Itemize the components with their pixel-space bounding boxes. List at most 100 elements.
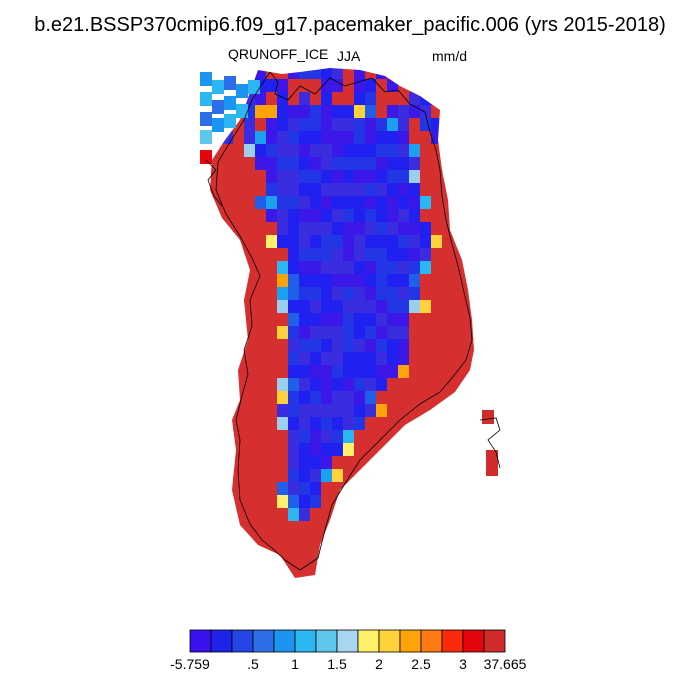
map-cell [277,157,289,171]
map-cell [365,209,377,223]
map-cell [453,339,465,353]
map-cell [266,443,278,457]
map-cell [332,430,344,444]
map-cell [387,235,399,249]
map-cell [376,287,388,301]
map-cell [266,183,278,197]
map-cell [420,300,432,314]
map-cell [288,443,300,457]
map-cell [288,560,300,574]
map-cell [255,378,267,392]
map-cell [244,365,256,379]
map-cell [266,378,278,392]
map-cell [453,378,465,392]
map-cell [387,417,399,431]
map-cell [398,196,410,210]
map-cell [266,495,278,509]
map-cell [222,157,234,171]
map-cell [266,482,278,496]
map-cell [431,274,443,288]
map-cell [310,378,322,392]
map-cell [310,235,322,249]
map-cell [299,274,311,288]
map-cell [255,326,267,340]
map-cell [332,235,344,249]
map-cell [365,430,377,444]
map-cell [431,365,443,379]
map-cell [288,417,300,431]
map-cell [266,131,278,145]
map-cell [222,209,234,223]
map-cell [211,157,223,171]
map-cell [277,417,289,431]
map-cell [354,365,366,379]
map-cell [343,131,355,145]
map-cell [321,378,333,392]
map-cell [409,157,421,171]
map-cell [442,222,454,236]
colorbar-label: 1.5 [327,656,347,672]
map-cell [299,118,311,132]
map-cell [255,443,267,457]
map-cell [387,313,399,327]
map-cell [354,261,366,275]
map-cell [288,300,300,314]
map-cell [442,274,454,288]
map-cell [464,352,474,366]
map-cell [310,417,322,431]
map-cell [321,508,333,522]
map-cell [332,274,344,288]
map-cell [332,248,344,262]
map-cell [376,261,388,275]
map-cell [321,196,333,210]
map-cell [288,326,300,340]
map-cell [200,150,212,164]
map-cell [288,287,300,301]
map-cell [321,391,333,405]
map-cell [310,287,322,301]
map-cell [288,482,300,496]
map-cell [277,495,289,509]
map-cell [332,482,344,496]
map-cell [310,430,322,444]
map-cell [299,144,311,158]
coastline-west [205,159,223,207]
map-cell [376,209,388,223]
map-cell [266,79,278,93]
map-cell [255,261,267,275]
map-cell [354,430,366,444]
map-cell [376,378,388,392]
map-cell [365,118,377,132]
colorbar-box [357,629,380,653]
map-cell [255,534,267,548]
map-cell [387,118,399,132]
map-cell [442,261,454,275]
map-cell [332,105,344,119]
map-cell [266,300,278,314]
map-cell [332,92,344,106]
map-cell [332,196,344,210]
map-cell [332,68,344,80]
map-cell [288,521,300,535]
map-cell [236,84,248,98]
map-cell [332,183,344,197]
map-cell [233,209,245,223]
map-cell [310,352,322,366]
map-cell [387,326,399,340]
map-cell [212,80,224,94]
map-cell [200,72,212,86]
map-cell [233,430,245,444]
map-cell [244,378,256,392]
map-cell [288,105,300,119]
map-cell [299,573,311,578]
map-cell [420,170,432,184]
map-cell [266,118,278,132]
map-cell [420,365,432,379]
map-cell [233,131,245,145]
map-cell [277,430,289,444]
map-cell [244,300,256,314]
map-cell [310,118,322,132]
map-cell [420,261,432,275]
map-cell [398,274,410,288]
